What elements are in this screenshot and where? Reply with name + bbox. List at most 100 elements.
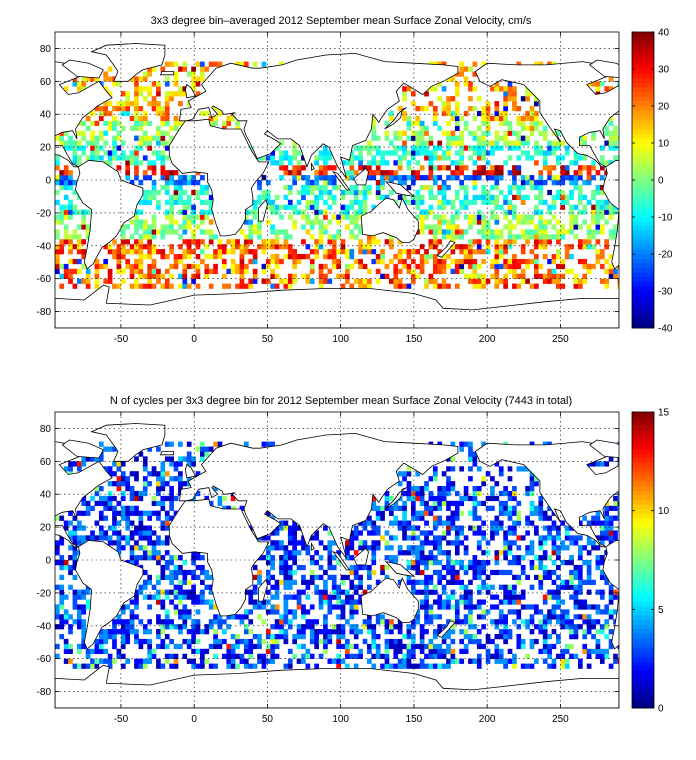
bin-cell xyxy=(63,239,69,245)
bin-cell xyxy=(454,604,460,610)
bin-cell xyxy=(248,209,254,215)
bin-cell xyxy=(446,184,451,191)
bin-cell xyxy=(134,86,139,92)
bin-cell xyxy=(208,624,214,630)
bin-cell xyxy=(608,204,614,210)
bin-cell xyxy=(164,481,170,487)
bin-cell xyxy=(257,224,262,230)
bin-cell xyxy=(582,194,588,201)
bin-cell xyxy=(481,150,486,156)
bin-cell xyxy=(200,239,205,245)
bin-cell xyxy=(239,229,245,235)
bin-cell xyxy=(331,199,337,205)
bin-cell xyxy=(265,244,271,250)
bin-cell xyxy=(538,629,544,635)
bin-cell xyxy=(358,239,363,245)
bin-cell xyxy=(507,244,513,250)
bin-cell xyxy=(112,619,117,625)
bin-cell xyxy=(178,481,183,487)
bin-cell xyxy=(608,594,614,600)
bin-cell xyxy=(283,663,289,669)
bin-cell xyxy=(134,125,139,131)
bin-cell xyxy=(556,254,561,260)
bin-cell xyxy=(318,629,324,635)
bin-cell xyxy=(116,155,122,161)
bin-cell xyxy=(182,224,188,230)
bin-cell xyxy=(353,199,359,205)
bin-cell xyxy=(226,614,232,620)
bin-cell xyxy=(367,614,372,620)
bin-cell xyxy=(147,135,152,141)
bin-cell xyxy=(432,505,438,511)
bin-cell xyxy=(512,214,517,220)
bin-cell xyxy=(617,81,619,87)
bin-cell xyxy=(151,471,157,477)
bin-cell xyxy=(239,619,245,625)
bin-cell xyxy=(336,234,341,240)
bin-cell xyxy=(516,214,522,220)
bin-cell xyxy=(164,184,170,191)
iceland-land xyxy=(159,71,175,76)
bin-cell xyxy=(437,214,443,220)
bin-cell xyxy=(516,273,522,279)
bin-cell xyxy=(283,170,289,176)
bin-cell xyxy=(76,234,82,240)
bin-cell xyxy=(173,658,179,664)
bin-cell xyxy=(586,550,592,556)
bin-cell xyxy=(599,653,605,659)
bin-cell xyxy=(98,500,104,507)
bin-cell xyxy=(353,609,359,615)
y-tick-label: 60 xyxy=(40,77,52,88)
bin-cell xyxy=(147,540,152,546)
bin-cell xyxy=(125,175,131,181)
bin-cell xyxy=(195,76,201,82)
bin-cell xyxy=(538,224,544,230)
bin-cell xyxy=(498,189,504,196)
bin-cell xyxy=(595,560,601,566)
bin-cell xyxy=(415,471,421,477)
bin-cell xyxy=(76,140,82,146)
bin-cell xyxy=(599,560,605,566)
bin-cell xyxy=(415,263,421,270)
bin-cell xyxy=(437,500,443,507)
bin-cell xyxy=(186,244,192,250)
bin-cell xyxy=(577,569,583,576)
colorbar-swatch xyxy=(632,462,654,468)
bin-cell xyxy=(402,145,407,151)
bin-cell xyxy=(68,658,73,664)
bin-cell xyxy=(538,209,544,215)
bin-cell xyxy=(419,145,425,151)
bin-cell xyxy=(577,155,583,161)
bin-cell xyxy=(468,441,473,447)
bin-cell xyxy=(318,653,324,659)
bin-cell xyxy=(406,254,412,260)
bin-cell xyxy=(270,209,276,215)
bin-cell xyxy=(156,140,161,146)
bin-cell xyxy=(551,594,557,600)
bin-cell xyxy=(542,564,548,571)
bin-cell xyxy=(301,535,306,541)
bin-cell xyxy=(63,643,69,650)
bin-cell xyxy=(287,574,293,581)
bin-cell xyxy=(270,530,276,536)
bin-cell xyxy=(476,145,482,151)
bin-cell xyxy=(116,81,122,87)
bin-cell xyxy=(173,229,179,235)
bin-cell xyxy=(63,648,69,655)
bin-cell xyxy=(534,194,539,201)
bin-cell xyxy=(476,194,482,201)
bin-cell xyxy=(437,574,443,581)
bin-cell xyxy=(358,199,363,205)
bin-cell xyxy=(55,268,60,275)
bin-cell xyxy=(59,283,65,289)
bin-cell xyxy=(178,91,183,97)
bin-cell xyxy=(76,525,82,531)
bin-cell xyxy=(608,540,614,546)
bin-cell xyxy=(103,495,109,502)
bin-cell xyxy=(230,115,236,122)
bin-cell xyxy=(235,634,240,640)
bin-cell xyxy=(437,165,443,171)
bin-cell xyxy=(419,194,425,201)
bin-cell xyxy=(200,629,205,635)
bin-cell xyxy=(538,130,544,136)
